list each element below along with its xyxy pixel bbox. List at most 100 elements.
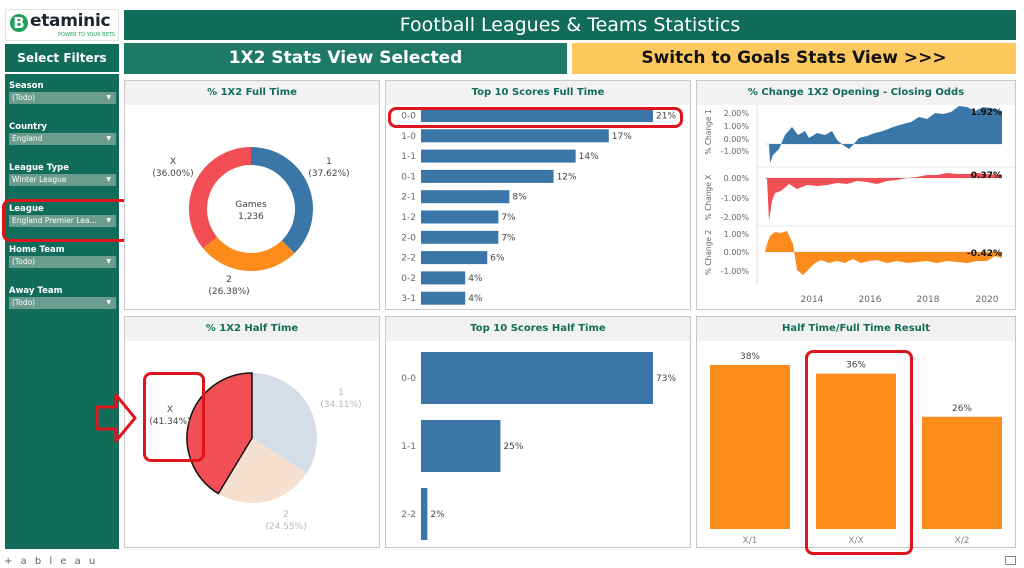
category-label: 0-0 [401,374,416,384]
season-dropdown[interactable]: (Todo) ▼ [9,92,116,104]
category-label: X/2 [955,536,970,546]
tick-label: 2.00% [724,109,750,118]
panel-title: Top 10 Scores Half Time [386,317,690,341]
bar [421,230,499,244]
fullscreen-icon[interactable] [1005,556,1016,565]
logo-ball: B [10,14,28,32]
tick-label: -1.00% [721,267,750,276]
away-team-dropdown[interactable]: (Todo) ▼ [9,297,116,309]
panel-odds-change: % Change 1X2 Opening - Closing Odds 2.00… [696,80,1016,310]
donut-center-label: Games [235,200,267,210]
filter-league: League England Premier Lea... ▼ [9,204,117,227]
draw-draw-highlight [805,350,913,555]
bar [421,210,499,224]
slice-pct-1: (37.62%) [308,169,349,179]
bar [421,352,653,404]
category-label: 1-1 [401,442,416,452]
x-tick-label: 2020 [976,295,999,305]
bar [421,271,466,285]
value-label: 73% [656,374,676,384]
draw-highlight [143,372,205,462]
dropdown-value: England Premier Lea... [12,216,97,225]
filter-league-type: League Type Winter League ▼ [9,163,117,186]
axis-label: % Change 2 [704,230,713,276]
value-label: 8% [512,193,527,203]
pie-slice-home [252,373,317,474]
bar [421,291,466,305]
slice-pct-x: (41.34%) [149,417,190,427]
value-label: 7% [501,233,516,243]
slice-label-x: X [167,405,173,415]
category-label: 2-0 [401,233,416,243]
tick-label: -1.00% [721,147,750,156]
panel-top10-full-time: Top 10 Scores Full Time 0-0 21% 1-0 17% 1-1 1… [385,80,691,310]
slice-label-2: 2 [226,275,232,285]
filter-country: Country England ▼ [9,122,117,145]
filter-label: Home Team [9,245,65,255]
brand-logo[interactable]: B etaminic POWER TO YOUR BETS [5,9,119,41]
home-team-dropdown[interactable]: (Todo) ▼ [9,256,116,268]
dropdown-value: Winter League [12,175,67,184]
slice-pct-2: (24.55%) [265,522,306,532]
panel-htft-result: Half Time/Full Time Result 38% X/1 36% X/X 2… [696,316,1016,548]
category-label: 2-2 [401,510,416,520]
country-dropdown[interactable]: England ▼ [9,133,116,145]
chevron-down-icon: ▼ [106,135,111,142]
league-dropdown[interactable]: England Premier Lea... ▼ [9,215,116,227]
top10-ft-chart[interactable]: 0-0 21% 1-0 17% 1-1 14% 0-1 12% 2-1 8% 1-2 7% 2-0 7% 2… [386,105,690,309]
bar [421,488,428,540]
bar [421,129,609,143]
panel-top10-half-time: Top 10 Scores Half Time 0-0 73% 1-1 25% 2-2 2… [385,316,691,548]
filter-label: Season [9,81,44,91]
top10-ht-chart[interactable]: 0-0 73% 1-1 25% 2-2 2% [386,341,690,547]
tick-label: -1.00% [721,194,750,203]
slice-label-2: 2 [283,510,289,520]
slice-pct-x: (36.00%) [152,169,193,179]
tick-label: 0.00% [724,248,750,257]
panel-title: % 1X2 Full Time [125,81,379,105]
bar [421,109,653,122]
panel-1x2-half-time: % 1X2 Half Time 1 (34.11%) 2 (24.55%) X … [124,316,380,548]
logo-tagline: POWER TO YOUR BETS [58,32,115,38]
panel-1x2-full-time: % 1X2 Full Time Games 1,236 1 (37.62%) X… [124,80,380,310]
donut-slice-draw [189,147,251,249]
filter-away-team: Away Team (Todo) ▼ [9,286,117,309]
pie-slice-away [218,438,307,503]
league-type-dropdown[interactable]: Winter League ▼ [9,174,116,186]
category-label: 2-2 [401,254,416,264]
last-value-label: 0.37% [971,171,1002,181]
axis-label: % Change 1 [704,109,713,155]
x-tick-label: 2018 [917,295,940,305]
bar [710,365,790,529]
league-highlight [2,199,130,242]
bar [421,190,510,204]
value-label: 7% [501,213,516,223]
dropdown-value: (Todo) [12,298,36,307]
filter-label: Country [9,122,47,132]
tick-label: 1.00% [724,230,750,239]
area-series [765,173,1002,221]
category-label: 0-2 [401,274,416,284]
logo-name: etaminic [30,11,111,31]
donut-slice-away [203,237,295,271]
panel-title: Top 10 Scores Full Time [386,81,690,105]
value-label: 36% [846,361,866,371]
view-selected-banner: 1X2 Stats View Selected [124,43,567,74]
value-label: 17% [612,132,632,142]
category-label: 1-0 [401,132,416,142]
switch-view-button[interactable]: Switch to Goals Stats View >>> [572,43,1016,74]
odds-change-chart[interactable]: 2.00% 1.00% 0.00% -1.00% % Change 1 1.92% 0.00… [697,105,1015,309]
tableau-brand[interactable]: + a b l e a u [4,556,98,567]
htft-chart[interactable]: 38% X/1 36% X/X 26% X/2 [697,341,1015,547]
tick-label: -2.00% [721,213,750,222]
x-tick-label: 2014 [801,295,824,305]
filter-label: League Type [9,163,69,173]
value-label: 14% [579,152,599,162]
bar [816,373,896,529]
dropdown-value: England [12,134,43,143]
bar [421,149,576,163]
slice-label-1: 1 [326,157,332,167]
area-series [765,231,1002,275]
filters-heading: Select Filters [5,44,119,74]
donut-chart[interactable]: Games 1,236 1 (37.62%) X (36.00%) 2 (26.… [125,105,379,309]
